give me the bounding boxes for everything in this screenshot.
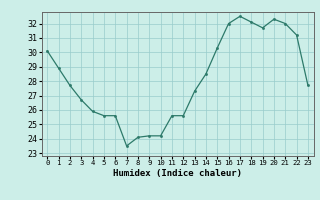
X-axis label: Humidex (Indice chaleur): Humidex (Indice chaleur) [113, 169, 242, 178]
